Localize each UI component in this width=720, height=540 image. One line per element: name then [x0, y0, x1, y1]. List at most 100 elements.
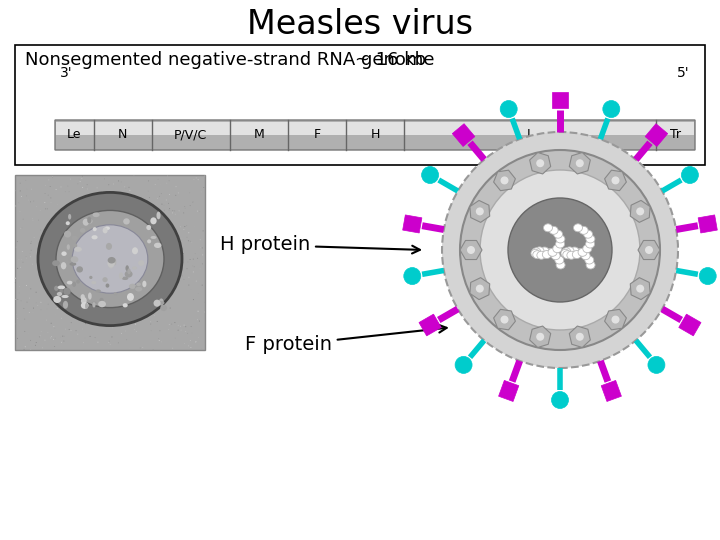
- Point: [23, 195, 35, 204]
- Text: ~ 16 kb: ~ 16 kb: [355, 51, 426, 69]
- Point: [63, 187, 75, 196]
- Point: [81, 243, 93, 252]
- Point: [76, 223, 87, 232]
- Ellipse shape: [645, 246, 653, 254]
- Point: [175, 222, 186, 231]
- Point: [176, 326, 187, 334]
- Point: [104, 337, 115, 346]
- Point: [42, 205, 53, 213]
- Ellipse shape: [67, 281, 73, 285]
- Point: [121, 288, 132, 296]
- Point: [117, 261, 129, 270]
- Point: [121, 335, 132, 344]
- Point: [52, 300, 63, 308]
- Point: [183, 228, 194, 237]
- Point: [9, 274, 21, 282]
- Point: [25, 345, 37, 354]
- Point: [188, 176, 199, 184]
- Point: [149, 311, 161, 320]
- Point: [16, 255, 27, 264]
- Point: [186, 238, 197, 247]
- Ellipse shape: [422, 166, 438, 184]
- Point: [185, 285, 197, 294]
- Point: [24, 284, 36, 292]
- Point: [74, 177, 86, 186]
- Point: [78, 233, 90, 242]
- Point: [49, 324, 60, 333]
- Text: 3': 3': [60, 66, 73, 80]
- Point: [84, 332, 96, 341]
- Point: [163, 320, 175, 329]
- Point: [184, 201, 196, 210]
- Point: [158, 201, 170, 210]
- Point: [142, 296, 153, 305]
- Point: [124, 186, 135, 194]
- Point: [50, 291, 62, 300]
- Ellipse shape: [74, 247, 82, 252]
- Ellipse shape: [546, 248, 555, 256]
- Point: [176, 236, 188, 245]
- Ellipse shape: [113, 258, 117, 266]
- Point: [61, 266, 73, 274]
- Ellipse shape: [574, 224, 582, 232]
- Point: [41, 274, 53, 283]
- Ellipse shape: [72, 235, 78, 241]
- Point: [154, 192, 166, 201]
- Point: [119, 183, 130, 191]
- Point: [13, 255, 24, 264]
- Point: [43, 176, 55, 184]
- Point: [91, 184, 103, 192]
- Point: [10, 320, 22, 328]
- Point: [161, 272, 173, 280]
- Point: [88, 267, 99, 275]
- Point: [22, 298, 33, 306]
- Point: [26, 237, 37, 246]
- Point: [70, 313, 81, 321]
- Point: [163, 220, 175, 228]
- Point: [37, 253, 48, 262]
- Point: [103, 305, 114, 313]
- Point: [100, 255, 112, 264]
- Point: [12, 314, 23, 323]
- Point: [107, 274, 119, 282]
- Point: [99, 211, 111, 219]
- Point: [104, 205, 115, 213]
- Point: [148, 308, 160, 316]
- Ellipse shape: [576, 333, 584, 341]
- Point: [156, 190, 167, 198]
- Ellipse shape: [104, 226, 110, 230]
- Point: [114, 201, 125, 210]
- Ellipse shape: [161, 305, 167, 311]
- Point: [164, 293, 176, 302]
- Point: [121, 236, 132, 245]
- Point: [172, 326, 184, 335]
- Ellipse shape: [64, 231, 71, 238]
- Point: [148, 346, 159, 354]
- Point: [73, 234, 85, 243]
- Point: [176, 272, 188, 280]
- Polygon shape: [698, 215, 717, 233]
- Ellipse shape: [76, 280, 80, 284]
- Polygon shape: [530, 326, 551, 348]
- Point: [58, 337, 70, 346]
- Point: [119, 256, 130, 265]
- Point: [45, 215, 57, 224]
- Point: [175, 322, 186, 330]
- Point: [60, 187, 71, 196]
- Point: [30, 341, 41, 349]
- Point: [161, 215, 173, 224]
- Point: [94, 261, 106, 270]
- Point: [130, 268, 142, 276]
- Point: [166, 320, 177, 328]
- Point: [129, 325, 140, 334]
- Point: [163, 190, 175, 199]
- Point: [75, 221, 86, 230]
- Ellipse shape: [143, 281, 146, 287]
- Ellipse shape: [81, 297, 86, 304]
- Point: [35, 298, 47, 307]
- Text: H: H: [370, 129, 379, 141]
- Point: [157, 301, 168, 309]
- Ellipse shape: [540, 247, 549, 255]
- Point: [66, 180, 78, 188]
- Point: [199, 308, 210, 316]
